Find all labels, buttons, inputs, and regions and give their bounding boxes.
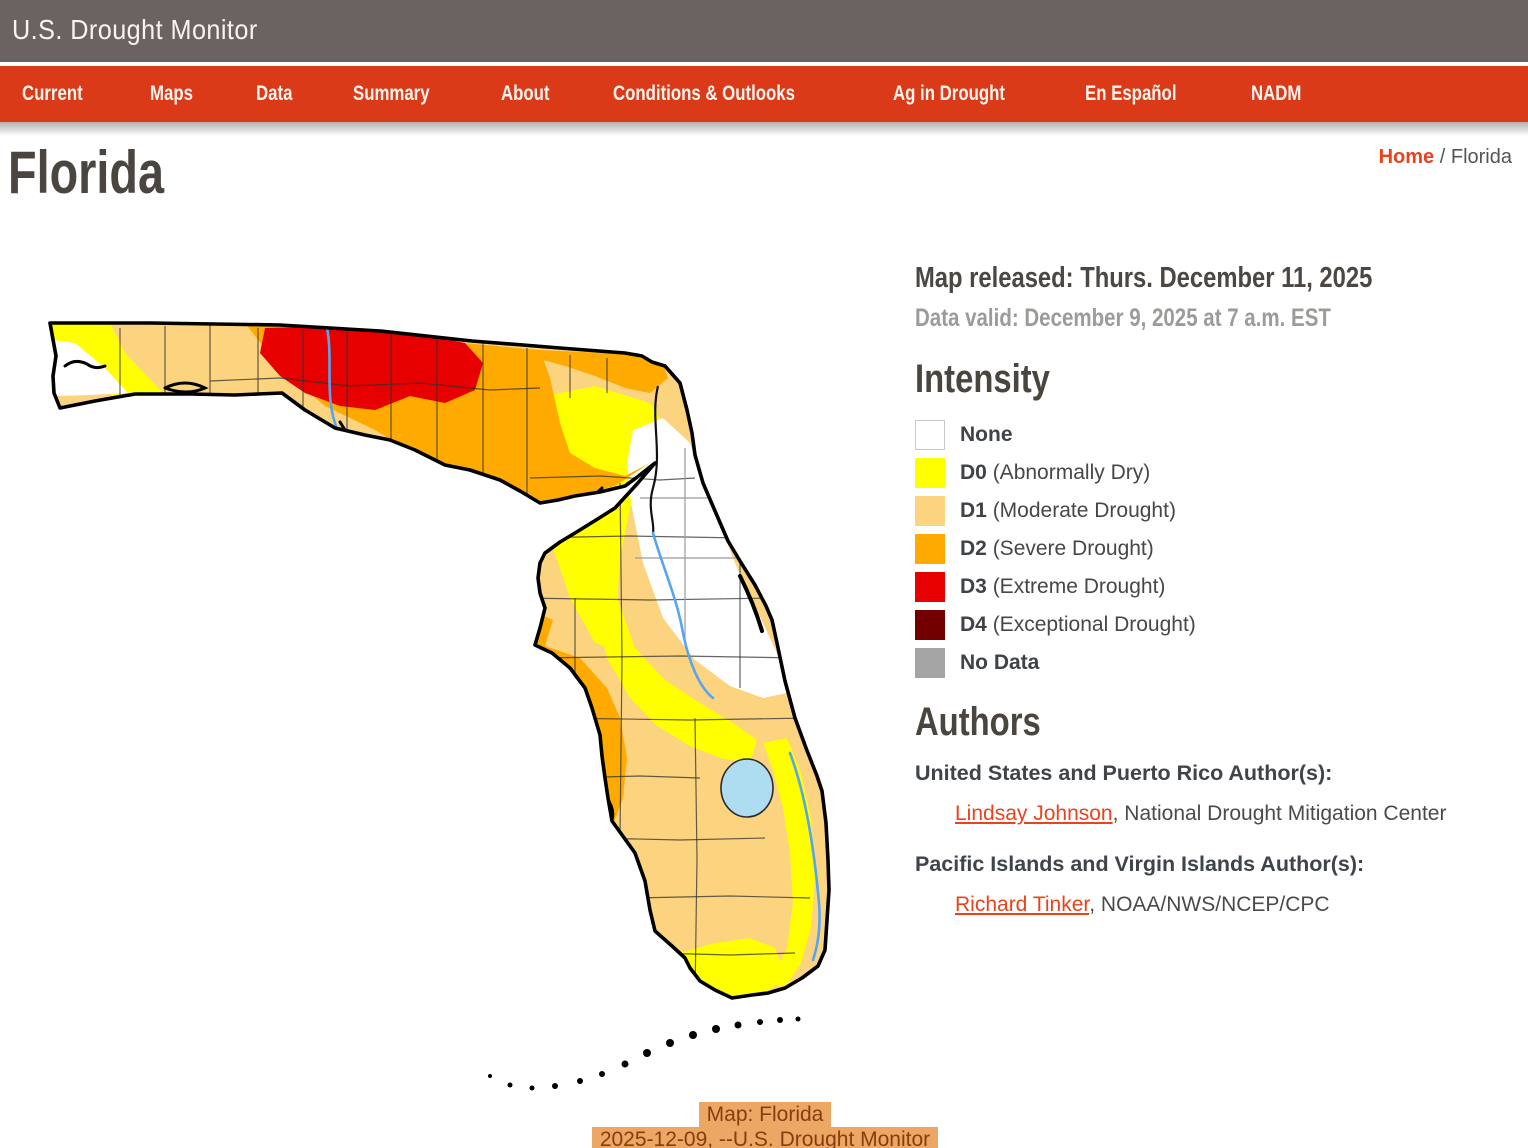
east-coast-lagoon <box>788 751 821 962</box>
legend-row-d4: D4 (Exceptional Drought) <box>915 606 1515 644</box>
nav-maps[interactable]: Maps <box>149 82 193 105</box>
legend-swatch-d4 <box>915 610 945 640</box>
map-region-d0-around-lake <box>593 598 757 763</box>
breadcrumb-current: Florida <box>1450 146 1512 168</box>
nav-ag-in-drought[interactable]: Ag in Drought <box>892 82 1005 105</box>
lake-okeechobee <box>720 758 774 818</box>
data-valid-date: Data valid: December 9, 2025 at 7 a.m. E… <box>915 304 1331 332</box>
author-affiliation-pacific: , NOAA/NWS/NCEP/CPC <box>1089 893 1330 916</box>
authors-group-pacific-label: Pacific Islands and Virgin Islands Autho… <box>915 852 1365 876</box>
florida-outline <box>48 321 831 1000</box>
florida-drought-map <box>40 298 910 1148</box>
breadcrumb: Home / Florida <box>1379 146 1512 169</box>
map-caption-line1: Map: Florida <box>698 1102 832 1127</box>
main-nav: Current Maps Data Summary About Conditio… <box>0 66 1528 122</box>
author-link-richard-tinker[interactable]: Richard Tinker <box>955 893 1090 916</box>
author-line-us: Lindsay Johnson, National Drought Mitiga… <box>955 802 1515 826</box>
legend-swatch-d3 <box>915 572 945 602</box>
authors-heading: Authors <box>915 700 1041 744</box>
legend-swatch-d2 <box>915 534 945 564</box>
info-panel: Map released: Thurs. December 11, 2025 D… <box>915 262 1515 943</box>
legend-row-d2: D2 (Severe Drought) <box>915 530 1515 568</box>
authors-group-us: United States and Puerto Rico Author(s):… <box>915 761 1515 826</box>
map-region-d3-north-panhandle <box>260 326 483 410</box>
map-region-d0-east-coast-strip <box>763 738 815 988</box>
florida-map-svg <box>48 321 831 1091</box>
breadcrumb-home-link[interactable]: Home <box>1378 146 1435 168</box>
authors-group-us-label: United States and Puerto Rico Author(s): <box>915 761 1333 785</box>
site-header: U.S. Drought Monitor <box>0 0 1528 62</box>
florida-keys <box>488 1016 801 1091</box>
nav-current[interactable]: Current <box>22 82 83 105</box>
nav-shadow <box>0 122 1528 136</box>
legend-row-d0: D0 (Abnormally Dry) <box>915 454 1515 492</box>
legend-swatch-none <box>915 420 945 450</box>
intensity-legend: None D0 (Abnormally Dry) D1 (Moderate Dr… <box>915 416 1515 682</box>
author-affiliation-us: , National Drought Mitigation Center <box>1112 802 1447 825</box>
nav-conditions-outlooks[interactable]: Conditions & Outlooks <box>613 82 796 105</box>
st-johns-river-lower <box>651 531 715 700</box>
nav-summary[interactable]: Summary <box>353 82 430 105</box>
nav-nadm[interactable]: NADM <box>1251 82 1302 105</box>
legend-swatch-no-data <box>915 648 945 678</box>
site-title: U.S. Drought Monitor <box>12 14 258 45</box>
st-johns-river-upper <box>649 385 660 534</box>
map-region-none-west-sliver <box>53 340 128 396</box>
author-line-pacific: Richard Tinker, NOAA/NWS/NCEP/CPC <box>955 893 1515 917</box>
author-link-lindsay-johnson[interactable]: Lindsay Johnson <box>955 802 1113 825</box>
intensity-heading: Intensity <box>915 357 1050 401</box>
legend-swatch-d1 <box>915 496 945 526</box>
authors-group-pacific: Pacific Islands and Virgin Islands Autho… <box>915 852 1515 917</box>
legend-row-d3: D3 (Extreme Drought) <box>915 568 1515 606</box>
map-caption: Map: Florida 2025-12-09, --U.S. Drought … <box>575 1102 955 1148</box>
map-region-d2-northeast-cap <box>540 350 668 393</box>
nav-en-espanol[interactable]: En Español <box>1084 82 1177 105</box>
legend-swatch-d0 <box>915 458 945 488</box>
map-released-date: Map released: Thurs. December 11, 2025 <box>915 262 1373 294</box>
legend-row-d1: D1 (Moderate Drought) <box>915 492 1515 530</box>
nav-data[interactable]: Data <box>255 82 292 105</box>
map-caption-line2: 2025-12-09, --U.S. Drought Monitor <box>591 1127 939 1148</box>
page-title: Florida <box>8 139 165 206</box>
legend-row-none: None <box>915 416 1515 454</box>
breadcrumb-separator: / <box>1434 146 1451 168</box>
legend-row-no-data: No Data <box>915 644 1515 682</box>
nav-about[interactable]: About <box>500 82 550 105</box>
